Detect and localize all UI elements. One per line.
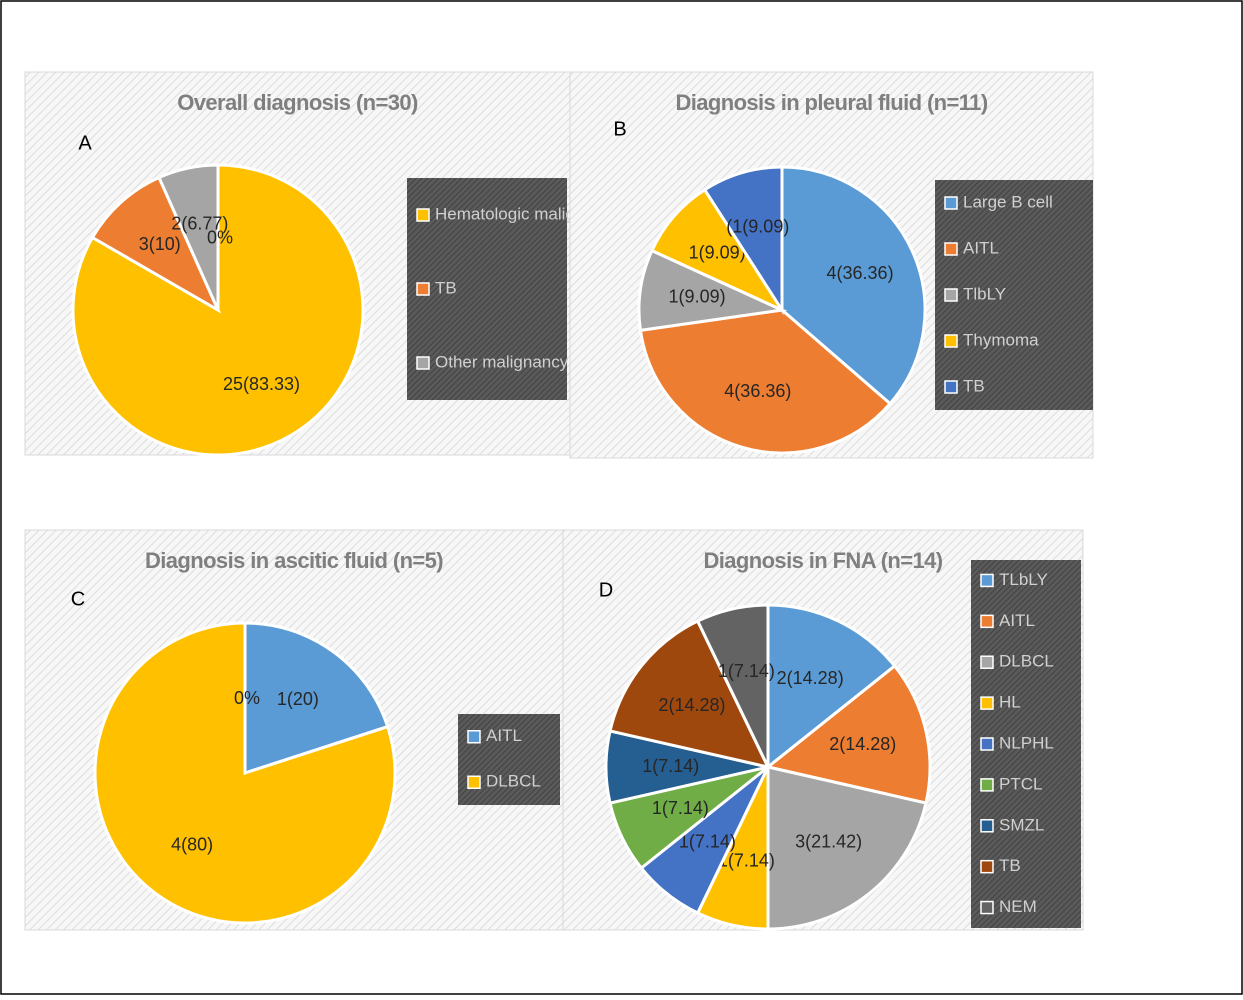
legend-swatch <box>944 334 958 348</box>
legend-swatch <box>467 775 481 789</box>
legend-label: Thymoma <box>963 330 1039 349</box>
legend-label: PTCL <box>999 774 1042 793</box>
pie-slice <box>93 621 397 925</box>
legend-label: AITL <box>486 726 522 745</box>
chart-title: Diagnosis in FNA (n=14) <box>703 548 942 573</box>
legend-label: Large B cell <box>963 192 1053 211</box>
legend-swatch <box>980 737 994 751</box>
data-label: 4(36.36) <box>724 381 791 401</box>
legend-swatch <box>980 696 994 710</box>
pie-slice <box>695 603 770 768</box>
pie-slice <box>638 308 893 455</box>
pie-slice <box>764 663 932 805</box>
legend-swatch <box>980 900 994 915</box>
data-label: 4(80) <box>171 835 213 855</box>
legend-label: AITL <box>999 611 1035 630</box>
data-label: (1(9.09) <box>726 216 789 236</box>
legend-label: NEM <box>999 897 1037 916</box>
data-label: 2(14.28) <box>658 695 725 715</box>
legend-swatch <box>416 208 430 222</box>
legend-swatch <box>416 356 430 370</box>
pie-slice <box>766 765 928 931</box>
panel-label: A <box>78 132 92 154</box>
pie-slice <box>702 165 784 316</box>
pie-slice <box>90 175 222 314</box>
data-label: 2(14.28) <box>777 668 844 688</box>
legend-label: DLBCL <box>999 652 1054 671</box>
pie-slice <box>766 603 897 771</box>
data-label: 2(14.28) <box>829 734 896 754</box>
legend-swatch <box>980 859 994 874</box>
legend-box <box>407 178 567 400</box>
legend-swatch <box>944 242 958 256</box>
pie-slice <box>780 165 927 406</box>
data-label: 1(7.14) <box>642 756 699 776</box>
chart-title: Overall diagnosis (n=30) <box>177 90 418 115</box>
legend-label: TLbLY <box>999 570 1048 589</box>
legend-label: NLPHL <box>999 733 1054 752</box>
legend-box <box>935 180 1093 410</box>
data-label: 1(9.09) <box>689 243 746 263</box>
panel-label: C <box>71 588 85 610</box>
legend-label: DLBCL <box>486 772 541 791</box>
data-label: 1(20) <box>277 689 319 709</box>
pie-slice <box>608 619 771 770</box>
data-label: 2(6.77) <box>171 214 228 234</box>
data-label: 1(7.14) <box>679 832 736 852</box>
panel-label: D <box>599 579 613 601</box>
data-label: 1(7.14) <box>718 661 775 681</box>
legend-swatch <box>980 614 994 629</box>
data-label: 1(9.09) <box>669 287 726 307</box>
legend-swatch <box>980 819 994 833</box>
legend-swatch <box>980 655 994 669</box>
data-label: 3(21.42) <box>795 832 862 852</box>
pie-slice <box>649 187 787 314</box>
legend-swatch <box>416 282 430 296</box>
pie-slice <box>157 163 220 311</box>
legend-label: TB <box>999 856 1021 875</box>
legend-swatch <box>944 380 958 394</box>
legend-swatch <box>944 196 958 210</box>
legend-label: Other malignancy <box>435 352 569 371</box>
legend-swatch <box>944 288 958 302</box>
legend-swatch <box>980 778 994 792</box>
pie-slice <box>243 621 390 776</box>
legend-swatch <box>980 573 994 588</box>
data-label: 3(10) <box>139 234 181 254</box>
data-label: 1(7.14) <box>652 798 709 818</box>
panel-label: B <box>613 118 626 140</box>
pie-slice <box>637 248 788 333</box>
chart-title: Diagnosis in pleural fluid (n=11) <box>675 90 987 115</box>
legend-swatch <box>467 730 481 744</box>
data-label: 25(83.33) <box>223 374 300 394</box>
annotation: 0% <box>207 227 233 247</box>
chart-title: Diagnosis in ascitic fluid (n=5) <box>145 548 443 573</box>
legend-label: AITL <box>963 238 999 257</box>
legend-label: TB <box>435 278 457 297</box>
legend-label: TB <box>963 376 985 395</box>
legend-label: TlbLY <box>963 284 1006 303</box>
annotation: 0% <box>234 688 260 708</box>
legend-label: SMZL <box>999 815 1044 834</box>
legend-label: HL <box>999 693 1021 712</box>
data-label: 4(36.36) <box>827 263 894 283</box>
data-label: 1(7.14) <box>718 851 775 871</box>
legend-box <box>458 714 560 805</box>
